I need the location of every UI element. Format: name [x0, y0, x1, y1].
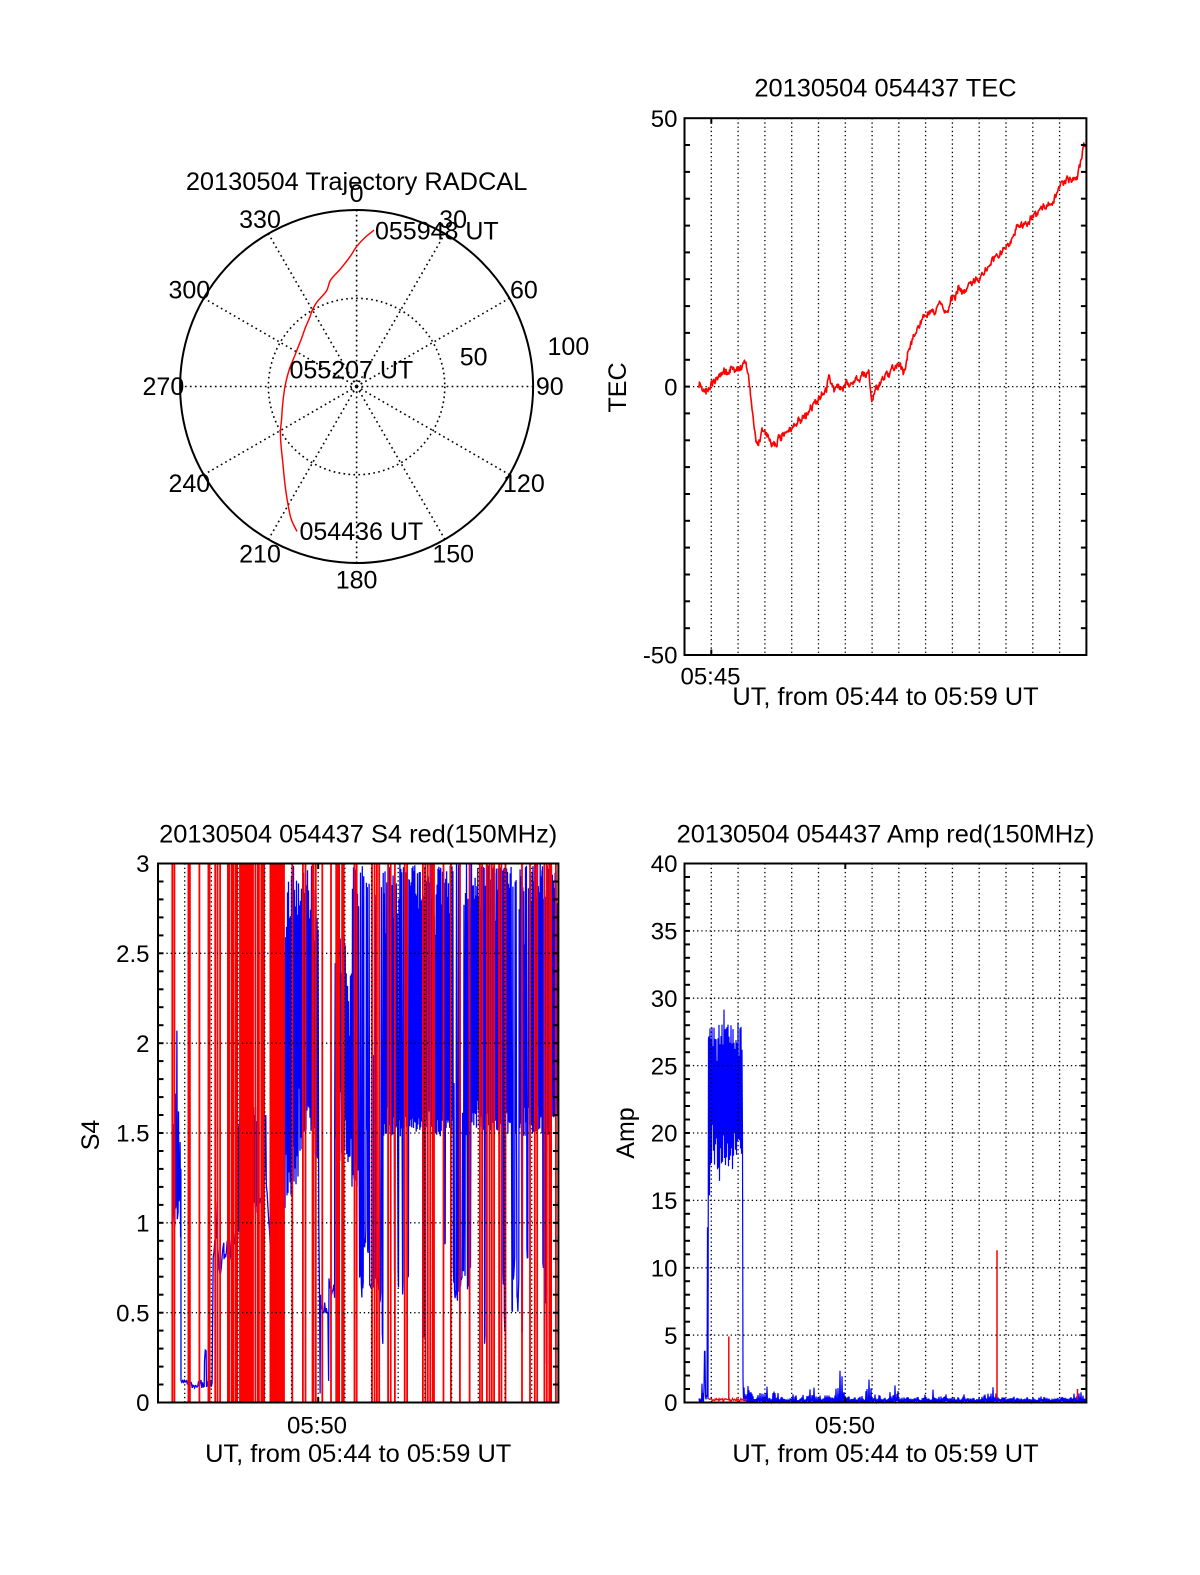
- svg-text:2: 2: [136, 1031, 149, 1058]
- svg-text:2.5: 2.5: [116, 941, 149, 968]
- svg-text:15: 15: [651, 1188, 678, 1215]
- svg-text:20130504 Trajectory RADCAL: 20130504 Trajectory RADCAL: [186, 168, 528, 196]
- svg-text:30: 30: [651, 986, 678, 1013]
- svg-text:60: 60: [510, 277, 538, 305]
- svg-text:UT, from 05:44 to 05:59 UT: UT, from 05:44 to 05:59 UT: [732, 1440, 1038, 1468]
- svg-text:0: 0: [664, 374, 677, 401]
- svg-text:0: 0: [664, 1390, 677, 1417]
- svg-text:UT, from 05:44 to 05:59 UT: UT, from 05:44 to 05:59 UT: [732, 683, 1038, 711]
- svg-text:1.5: 1.5: [116, 1121, 149, 1148]
- svg-text:50: 50: [460, 343, 488, 371]
- svg-text:270: 270: [143, 373, 185, 401]
- svg-text:20130504 054437 TEC: 20130504 054437 TEC: [754, 75, 1016, 103]
- svg-text:50: 50: [651, 106, 678, 133]
- svg-text:1: 1: [136, 1211, 149, 1238]
- svg-text:180: 180: [336, 566, 378, 594]
- svg-text:S4: S4: [77, 1120, 105, 1151]
- svg-text:10: 10: [651, 1256, 678, 1283]
- svg-text:TEC: TEC: [604, 363, 632, 413]
- svg-text:-50: -50: [643, 643, 678, 670]
- svg-text:35: 35: [651, 919, 678, 946]
- svg-text:120: 120: [503, 470, 545, 498]
- svg-text:210: 210: [239, 541, 281, 569]
- svg-text:0: 0: [350, 180, 364, 208]
- svg-text:20: 20: [651, 1121, 678, 1148]
- svg-text:100: 100: [548, 333, 590, 361]
- svg-text:05:50: 05:50: [287, 1413, 347, 1440]
- svg-text:UT, from 05:44 to 05:59 UT: UT, from 05:44 to 05:59 UT: [205, 1440, 511, 1468]
- svg-text:0: 0: [136, 1390, 149, 1417]
- svg-text:05:50: 05:50: [815, 1413, 875, 1440]
- svg-text:40: 40: [651, 851, 678, 878]
- svg-text:240: 240: [168, 470, 210, 498]
- svg-text:055207 UT: 055207 UT: [290, 357, 414, 385]
- svg-text:0.5: 0.5: [116, 1300, 149, 1327]
- svg-text:20130504 054437 S4 red(150MHz): 20130504 054437 S4 red(150MHz): [159, 821, 557, 849]
- svg-text:20130504 054437 Amp red(150MHz: 20130504 054437 Amp red(150MHz): [677, 821, 1095, 849]
- svg-text:150: 150: [432, 541, 474, 569]
- svg-text:30: 30: [439, 206, 467, 234]
- svg-text:330: 330: [239, 206, 281, 234]
- svg-text:25: 25: [651, 1053, 678, 1080]
- svg-text:054436 UT: 054436 UT: [300, 518, 424, 546]
- svg-text:3: 3: [136, 851, 149, 878]
- svg-text:055948 UT: 055948 UT: [375, 218, 499, 246]
- svg-text:5: 5: [664, 1323, 677, 1350]
- svg-text:05:45: 05:45: [680, 664, 740, 691]
- svg-text:90: 90: [536, 373, 564, 401]
- svg-text:300: 300: [168, 277, 210, 305]
- svg-text:Amp: Amp: [612, 1107, 640, 1158]
